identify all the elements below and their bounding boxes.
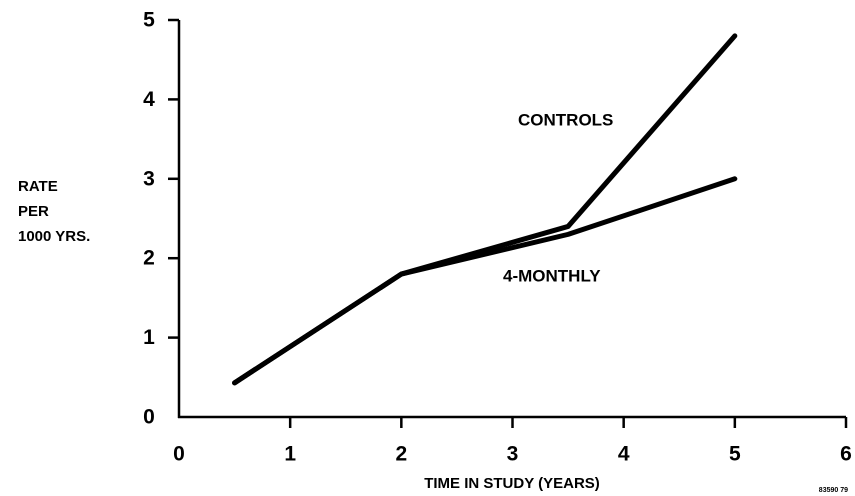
series-label: 4-MONTHLY: [503, 266, 601, 285]
y-tick-label: 3: [143, 167, 155, 190]
x-tick-label: 6: [840, 443, 852, 466]
y-axis-label: 1000 YRS.: [18, 228, 90, 245]
figure-code: 83590 79: [819, 487, 848, 494]
series-line: [232, 176, 738, 386]
y-tick-label: 0: [143, 406, 155, 429]
y-tick-label: 1: [143, 326, 155, 349]
x-tick-label: 1: [284, 443, 296, 466]
y-axis-label: PER: [18, 203, 49, 220]
y-tick-label: 2: [143, 247, 155, 270]
x-tick-label: 5: [729, 443, 741, 466]
series-label: CONTROLS: [518, 110, 613, 129]
x-tick-label: 2: [395, 443, 407, 466]
x-tick-label: 3: [507, 443, 519, 466]
x-tick-label: 4: [618, 443, 630, 466]
y-axis-label: RATE: [18, 178, 58, 195]
y-tick-label: 4: [143, 88, 155, 111]
x-axis-label: TIME IN STUDY (YEARS): [424, 475, 600, 492]
y-tick-label: 5: [143, 9, 155, 32]
x-tick-label: 0: [173, 443, 185, 466]
series-line: [232, 33, 738, 386]
